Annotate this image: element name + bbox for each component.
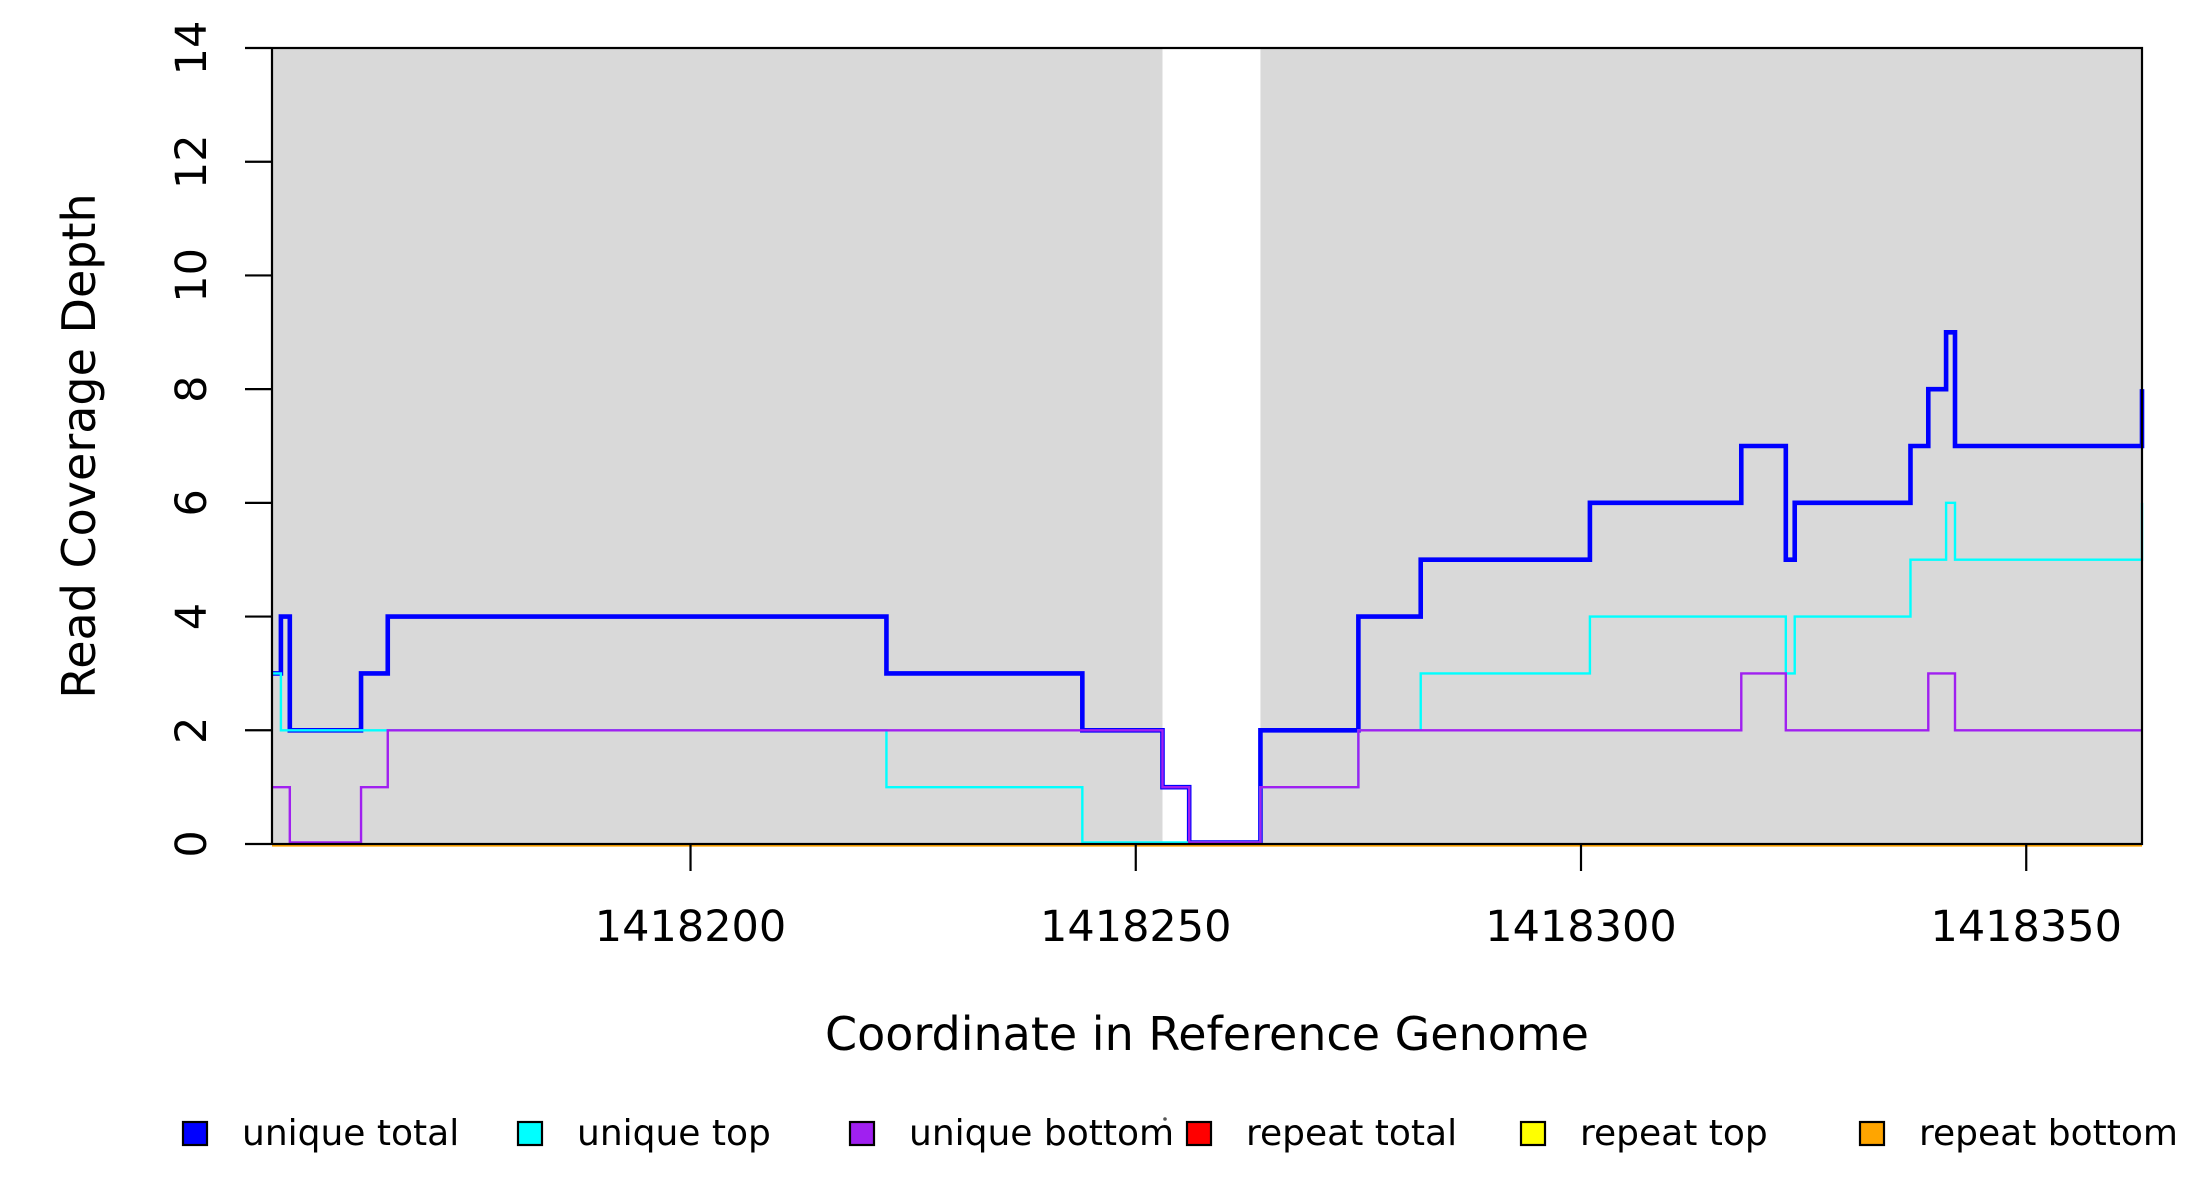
x-tick-label: 1418250 — [1040, 902, 1232, 952]
series-line-unique-total — [272, 329, 2145, 845]
y-tick-label: 12 — [167, 134, 217, 189]
legend-label-repeat-bottom: repeat bottom — [1919, 1113, 2178, 1154]
legend-swatch-unique-bottom — [848, 1120, 876, 1147]
y-tick-label: 4 — [167, 603, 217, 630]
plot-box — [270, 46, 2144, 846]
shaded-region-band — [272, 48, 1163, 844]
y-tick-label: 10 — [167, 248, 217, 303]
y-tick-label: 0 — [167, 830, 217, 857]
y-tick-label: 2 — [167, 717, 217, 744]
legend-label-unique-total: unique total — [242, 1113, 459, 1154]
y-tick-label: 14 — [167, 21, 217, 76]
series-line-unique-bottom — [272, 672, 2142, 844]
legend-swatch-unique-total — [181, 1120, 209, 1147]
x-tick-label: 1418350 — [1930, 902, 2122, 952]
y-tick-label: 8 — [167, 375, 217, 402]
legend-swatch-repeat-total — [1185, 1120, 1213, 1147]
y-tick-label: 6 — [167, 489, 217, 516]
y-axis-title: Read Coverage Depth — [52, 193, 106, 698]
series-line-unique-top — [272, 501, 2144, 844]
legend-swatch-repeat-top — [1519, 1120, 1547, 1147]
x-axis-title: Coordinate in Reference Genome — [825, 1007, 1589, 1061]
x-tick-label: 1418300 — [1485, 902, 1677, 952]
legend-label-repeat-total: repeat total — [1246, 1113, 1457, 1154]
legend-label-unique-top: unique top — [577, 1113, 771, 1154]
legend-label-unique-bottom: unique bottom — [909, 1113, 1174, 1154]
x-tick-label: 1418200 — [595, 902, 787, 952]
legend-label-repeat-top: repeat top — [1580, 1113, 1768, 1154]
legend-swatch-unique-top — [516, 1120, 544, 1147]
stray-dot — [1163, 1117, 1167, 1121]
legend-swatch-repeat-bottom — [1858, 1120, 1886, 1147]
